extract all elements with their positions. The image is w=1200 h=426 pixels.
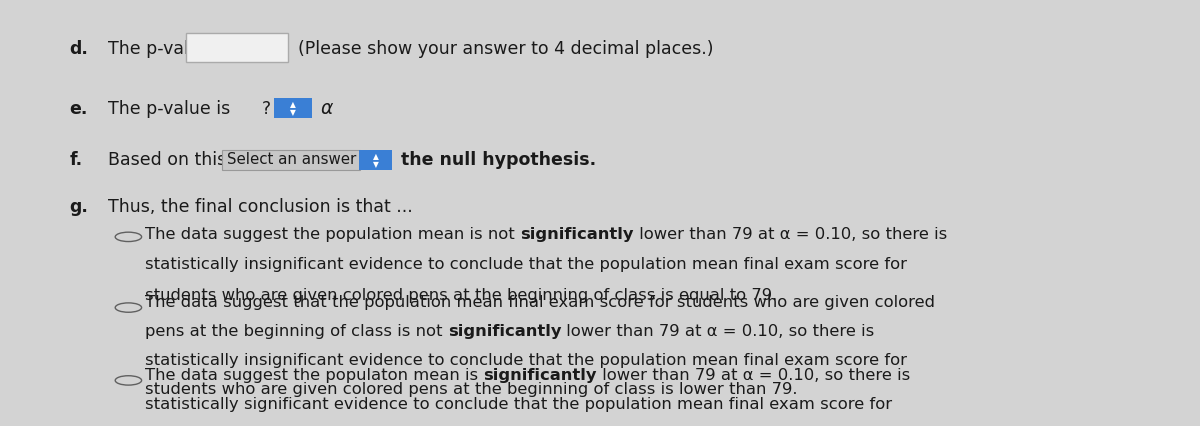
Text: The p-value is: The p-value is bbox=[108, 100, 230, 118]
Text: e.: e. bbox=[70, 100, 88, 118]
Text: d.: d. bbox=[70, 40, 89, 58]
Text: Select an answer: Select an answer bbox=[227, 152, 356, 167]
Text: The data suggest that the population mean final exam score for students who are : The data suggest that the population mea… bbox=[145, 295, 935, 310]
Text: ▲: ▲ bbox=[373, 152, 378, 161]
Text: ▼: ▼ bbox=[290, 108, 295, 117]
Text: (Please show your answer to 4 decimal places.): (Please show your answer to 4 decimal pl… bbox=[298, 40, 713, 58]
Text: Thus, the final conclusion is that ...: Thus, the final conclusion is that ... bbox=[108, 198, 413, 216]
Text: lower than 79 at α = 0.10, so there is: lower than 79 at α = 0.10, so there is bbox=[634, 227, 947, 242]
Text: f.: f. bbox=[70, 151, 83, 169]
Text: lower than 79 at α = 0.10, so there is: lower than 79 at α = 0.10, so there is bbox=[562, 324, 875, 339]
Text: statistically insignificant evidence to conclude that the population mean final : statistically insignificant evidence to … bbox=[145, 353, 907, 368]
Text: ▼: ▼ bbox=[373, 160, 378, 169]
FancyBboxPatch shape bbox=[222, 150, 360, 170]
Circle shape bbox=[115, 376, 142, 385]
Text: significantly: significantly bbox=[448, 324, 562, 339]
Text: significantly: significantly bbox=[484, 368, 598, 383]
Text: The data suggest the population mean is not: The data suggest the population mean is … bbox=[145, 227, 521, 242]
Text: Based on this, we should: Based on this, we should bbox=[108, 151, 325, 169]
Text: students who are given colored pens at the beginning of class is lower than 79.: students who are given colored pens at t… bbox=[145, 382, 798, 397]
Circle shape bbox=[115, 232, 142, 242]
Text: α: α bbox=[320, 99, 332, 118]
Text: ?: ? bbox=[262, 100, 271, 118]
Text: lower than 79 at α = 0.10, so there is: lower than 79 at α = 0.10, so there is bbox=[598, 368, 911, 383]
Text: g.: g. bbox=[70, 198, 89, 216]
Text: The data suggest the populaton mean is: The data suggest the populaton mean is bbox=[145, 368, 484, 383]
Text: statistically insignificant evidence to conclude that the population mean final : statistically insignificant evidence to … bbox=[145, 257, 907, 273]
Text: students who are given colored pens at the beginning of class is equal to 79.: students who are given colored pens at t… bbox=[145, 288, 778, 303]
Text: ▲: ▲ bbox=[290, 100, 295, 109]
Text: statistically significant evidence to conclude that the population mean final ex: statistically significant evidence to co… bbox=[145, 397, 893, 412]
FancyBboxPatch shape bbox=[359, 150, 392, 170]
Text: the null hypothesis.: the null hypothesis. bbox=[401, 151, 596, 169]
FancyBboxPatch shape bbox=[274, 98, 312, 118]
Text: pens at the beginning of class is not: pens at the beginning of class is not bbox=[145, 324, 448, 339]
Text: The p-value =: The p-value = bbox=[108, 40, 230, 58]
FancyBboxPatch shape bbox=[186, 33, 288, 62]
Circle shape bbox=[115, 303, 142, 312]
Text: significantly: significantly bbox=[521, 227, 634, 242]
